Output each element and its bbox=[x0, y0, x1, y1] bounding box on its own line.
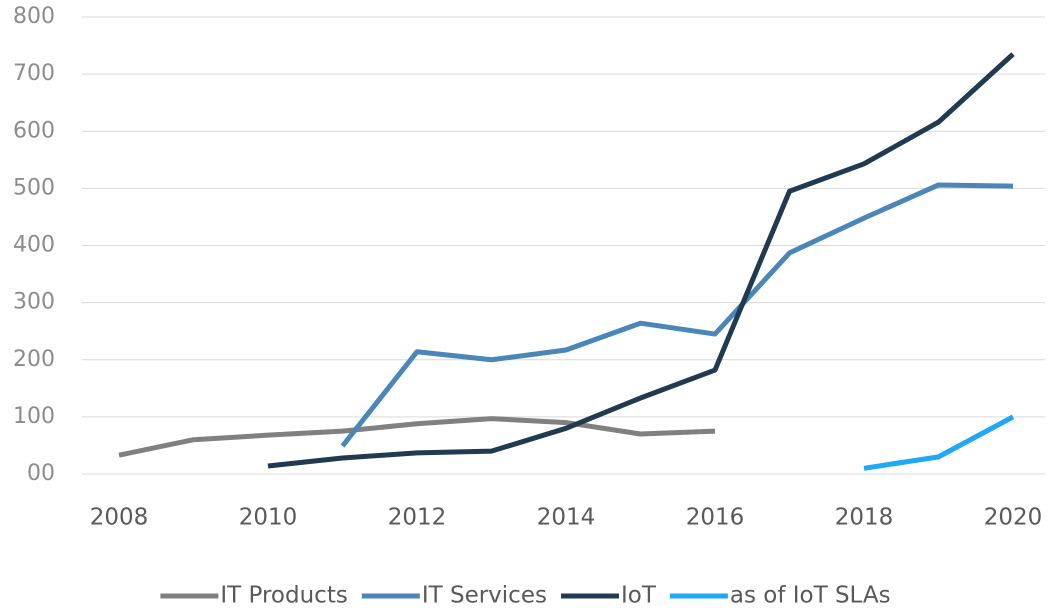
y-tick-label: 600 bbox=[13, 118, 55, 143]
legend-label: as of IoT SLAs bbox=[730, 583, 891, 609]
x-tick-label: 2016 bbox=[686, 505, 745, 531]
series-line bbox=[863, 414, 1015, 471]
legend-label: IoT bbox=[621, 583, 657, 609]
series-line bbox=[267, 52, 1015, 469]
x-tick-label: 2020 bbox=[984, 505, 1043, 531]
y-tick-label: 200 bbox=[13, 347, 55, 372]
legend-label: IT Services bbox=[422, 583, 547, 609]
x-tick-label: 2014 bbox=[537, 505, 596, 531]
y-tick-label: 700 bbox=[13, 61, 55, 86]
x-tick-label: 2012 bbox=[388, 505, 447, 531]
series-line bbox=[118, 416, 716, 458]
y-tick-label: 500 bbox=[13, 175, 55, 200]
y-tick-label: 400 bbox=[13, 233, 55, 258]
y-tick-label: 800 bbox=[13, 4, 55, 29]
y-tick-label: 300 bbox=[13, 290, 55, 315]
x-tick-label: 2018 bbox=[835, 505, 894, 531]
y-tick-label: 100 bbox=[13, 404, 55, 429]
legend-label: IT Products bbox=[220, 583, 347, 609]
x-tick-label: 2010 bbox=[239, 505, 298, 531]
x-tick-label: 2008 bbox=[90, 505, 149, 531]
y-tick-label: 00 bbox=[27, 461, 55, 486]
series-line bbox=[340, 182, 1014, 448]
